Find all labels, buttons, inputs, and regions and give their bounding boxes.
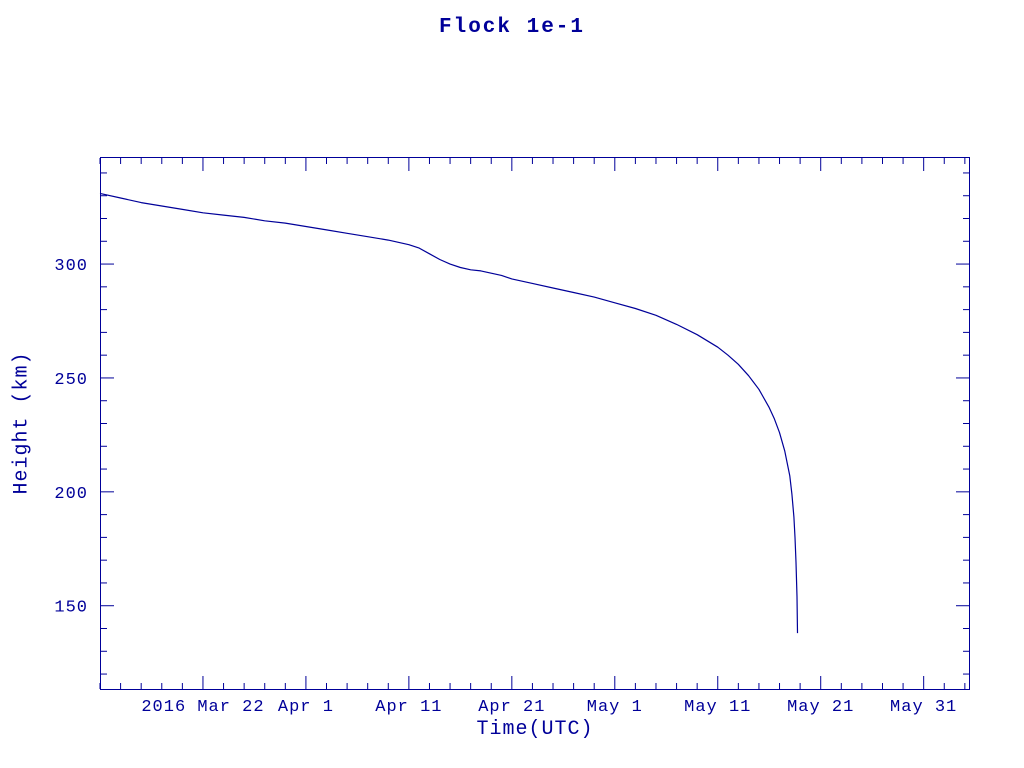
x-tick-label: May 31 [890, 698, 957, 717]
y-axis-label: Height (km) [10, 351, 34, 495]
plot-group: 2016 Mar 22 Apr 1 Apr 11 Apr 21 May 1 May 11 M… [54, 157, 970, 717]
x-tick-label: Apr 11 [375, 698, 442, 717]
x-tick-label: Apr 21 [478, 698, 545, 717]
x-tick-label: May 11 [684, 698, 751, 717]
y-tick-label: 200 [54, 485, 88, 504]
series-line [99, 192, 799, 634]
tick-labels: 2016 Mar 22 Apr 1 Apr 11 Apr 21 May 1 May 11 M… [54, 257, 957, 717]
y-tick-label: 300 [54, 257, 88, 276]
x-axis-label: Time(UTC) [476, 718, 594, 741]
x-tick-label: May 1 [587, 698, 643, 717]
x-tick-label: 2016 Mar 22 [141, 698, 264, 717]
y-tick-label: 250 [54, 371, 88, 390]
y-tick-label: 150 [54, 599, 88, 618]
x-tick-label: May 21 [787, 698, 854, 717]
x-tick-label: Apr 1 [278, 698, 334, 717]
chart-title: Flock 1e-1 [438, 16, 586, 39]
axis-ticks [99, 158, 969, 689]
axes-frame [100, 157, 970, 690]
